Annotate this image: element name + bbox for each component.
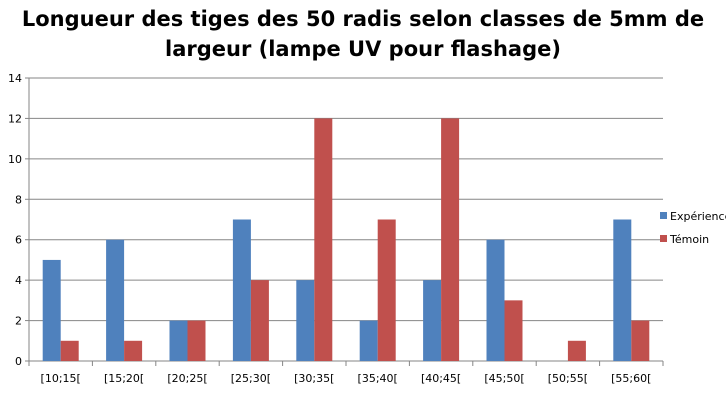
bar-temoin — [124, 340, 143, 361]
x-tick-label: [55;60[ — [611, 372, 651, 385]
x-tick-label: [10;15[ — [41, 372, 81, 385]
bar-temoin — [567, 340, 586, 361]
legend-label: Témoin — [669, 233, 709, 246]
y-tick-label: 8 — [15, 193, 22, 206]
bar-experience — [232, 219, 251, 361]
bar-temoin — [631, 320, 650, 361]
bar-experience — [486, 239, 505, 361]
y-tick-label: 14 — [8, 72, 22, 85]
bar-experience — [296, 280, 315, 361]
bar-temoin — [377, 219, 396, 361]
x-tick-label: [50;55[ — [548, 372, 588, 385]
bar-experience — [359, 320, 378, 361]
bar-temoin — [441, 118, 460, 361]
y-tick-label: 6 — [15, 234, 22, 247]
bar-experience — [613, 219, 632, 361]
y-tick-label: 12 — [8, 112, 22, 125]
bar-experience — [169, 320, 188, 361]
legend-swatch — [660, 212, 667, 219]
x-tick-label: [45;50[ — [484, 372, 524, 385]
legend-swatch — [660, 235, 667, 242]
x-tick-label: [25;30[ — [231, 372, 271, 385]
y-tick-label: 10 — [8, 153, 22, 166]
bar-temoin — [60, 340, 79, 361]
x-tick-label: [15;20[ — [104, 372, 144, 385]
x-tick-label: [35;40[ — [358, 372, 398, 385]
bar-experience — [423, 280, 442, 361]
x-tick-label: [30;35[ — [294, 372, 334, 385]
x-tick-label: [20;25[ — [167, 372, 207, 385]
bar-temoin — [504, 300, 523, 361]
bar-temoin — [250, 280, 269, 361]
y-tick-label: 4 — [15, 274, 22, 287]
bar-experience — [106, 239, 125, 361]
legend-label: Expérience — [670, 210, 726, 223]
x-tick-label: [40;45[ — [421, 372, 461, 385]
y-tick-label: 2 — [15, 315, 22, 328]
y-tick-label: 0 — [15, 355, 22, 368]
chart-title: Longueur des tiges des 50 radis selon cl… — [0, 4, 726, 64]
bar-temoin — [187, 320, 206, 361]
chart-title-line-2: largeur (lampe UV pour flashage) — [165, 37, 561, 61]
bar-experience — [42, 259, 61, 361]
bar-temoin — [314, 118, 333, 361]
chart-title-line-1: Longueur des tiges des 50 radis selon cl… — [21, 7, 705, 31]
